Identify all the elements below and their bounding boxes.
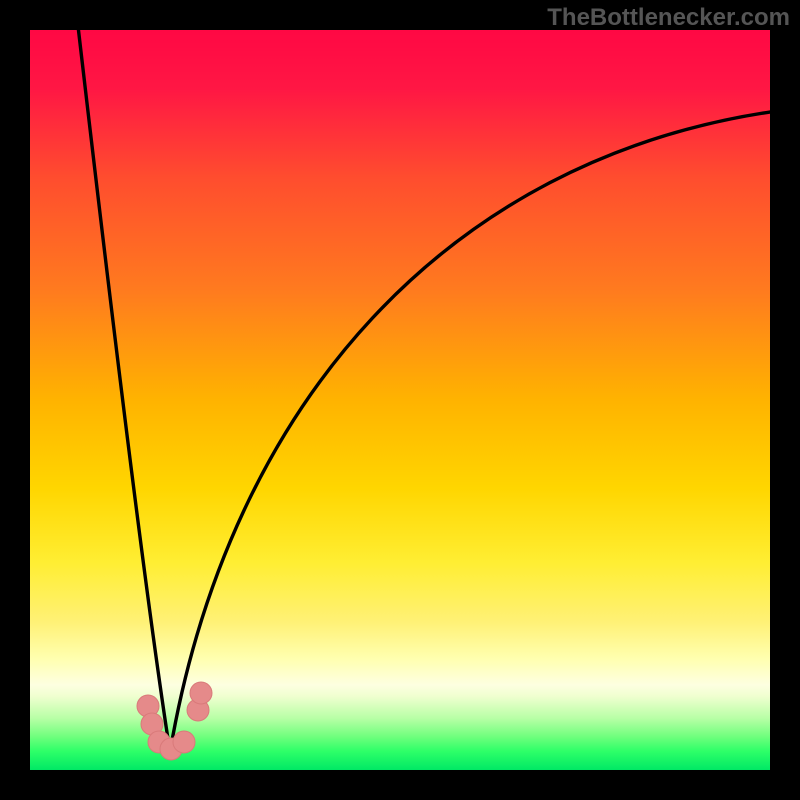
data-marker: [190, 682, 212, 704]
data-marker: [173, 731, 195, 753]
figure-container: TheBottlenecker.com: [0, 0, 800, 800]
figure-svg: [0, 0, 800, 800]
watermark-text: TheBottlenecker.com: [547, 4, 790, 32]
plot-background: [30, 30, 770, 770]
